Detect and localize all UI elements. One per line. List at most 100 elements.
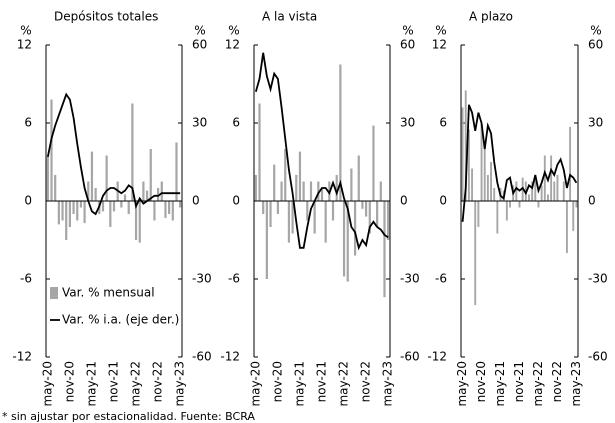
- bar: [160, 181, 163, 201]
- bar: [313, 201, 316, 234]
- bar: [123, 194, 127, 201]
- x-tick-label: may-23: [381, 361, 395, 407]
- bar: [273, 164, 276, 201]
- y2-tick-label: 60: [400, 38, 415, 52]
- bar: [534, 175, 537, 201]
- bar: [291, 201, 294, 234]
- bar: [357, 155, 360, 201]
- bar: [572, 201, 575, 231]
- bar: [372, 125, 375, 201]
- bar: [387, 201, 390, 240]
- bar: [353, 201, 357, 256]
- y-tick-label: -6: [435, 272, 447, 286]
- legend-label: Var. % i.a. (eje der.): [62, 313, 179, 327]
- bar: [280, 181, 283, 201]
- bar: [543, 155, 546, 201]
- chart-title: A la vista: [262, 10, 317, 24]
- bar: [145, 190, 149, 201]
- x-tick-label: nov-22: [359, 361, 373, 402]
- bar: [94, 188, 97, 201]
- bar: [83, 201, 86, 224]
- bar: [339, 64, 342, 201]
- y-tick-label: 12: [17, 38, 32, 52]
- bar: [556, 175, 559, 201]
- bar: [164, 201, 167, 218]
- x-tick-label: may-21: [493, 361, 507, 407]
- bar: [79, 201, 83, 208]
- y-tick-label: -6: [228, 272, 240, 286]
- y-tick-label: 6: [439, 116, 447, 130]
- x-tick-label: may-20: [40, 361, 54, 407]
- bar: [365, 201, 368, 217]
- bar: [175, 142, 178, 201]
- y2-tick-label: -60: [588, 350, 608, 364]
- footnote: * sin ajustar por estacionalidad. Fuente…: [2, 410, 255, 423]
- bar: [171, 201, 174, 221]
- bar: [569, 126, 572, 201]
- bar: [490, 162, 492, 201]
- bar: [575, 201, 578, 208]
- bar: [72, 201, 75, 214]
- bar: [284, 149, 287, 201]
- bar: [496, 201, 499, 234]
- line: [254, 52, 389, 251]
- bar: [324, 201, 327, 243]
- bar: [509, 201, 511, 208]
- y-tick-label: 0: [439, 194, 447, 208]
- bar: [61, 201, 64, 221]
- chart-title: Depósitos totales: [54, 10, 158, 24]
- x-tick-label: nov-21: [512, 361, 526, 402]
- bar: [76, 201, 79, 221]
- bar: [269, 201, 272, 227]
- y-axis-label: %: [435, 24, 446, 38]
- y2-tick-label: -30: [192, 272, 212, 286]
- y2-tick-label: 0: [192, 194, 200, 208]
- bar: [483, 142, 486, 201]
- y-tick-label: 0: [232, 194, 240, 208]
- bar: [461, 107, 464, 201]
- x-tick-label: may-23: [569, 361, 583, 407]
- bar: [531, 181, 534, 201]
- x-tick-label: nov-22: [550, 361, 564, 402]
- y2-tick-label: 30: [192, 116, 207, 130]
- x-tick-label: may-20: [248, 361, 262, 407]
- y-tick-label: -12: [12, 350, 32, 364]
- bar: [379, 181, 382, 201]
- bar: [471, 168, 474, 201]
- bar: [287, 201, 291, 243]
- x-tick-label: nov-20: [474, 361, 488, 402]
- bar: [505, 201, 508, 221]
- y2-tick-label: 30: [400, 116, 415, 130]
- bar: [168, 201, 171, 214]
- bar: [68, 201, 71, 227]
- bar: [515, 181, 518, 201]
- bar: [547, 194, 549, 201]
- bar: [157, 188, 160, 201]
- x-tick-label: may-23: [173, 361, 187, 407]
- bar: [254, 175, 257, 201]
- bar: [265, 201, 268, 279]
- bar: [528, 194, 530, 201]
- bar: [376, 201, 379, 227]
- bar: [383, 201, 386, 298]
- x-tick-label: may-21: [292, 361, 306, 407]
- bar: [309, 181, 313, 201]
- line: [46, 92, 181, 216]
- bar: [317, 181, 320, 201]
- y2-tick-label: -30: [400, 272, 420, 286]
- bar: [50, 99, 53, 201]
- bar: [65, 201, 68, 240]
- bar: [306, 201, 309, 221]
- x-tick-label: nov-20: [270, 361, 284, 402]
- bar: [477, 201, 480, 227]
- bar: [179, 201, 182, 208]
- bar: [565, 201, 568, 253]
- bar: [553, 181, 556, 201]
- bar: [87, 181, 90, 201]
- bar: [480, 123, 483, 201]
- bar: [142, 181, 145, 201]
- bar: [320, 188, 324, 201]
- line: [461, 104, 578, 222]
